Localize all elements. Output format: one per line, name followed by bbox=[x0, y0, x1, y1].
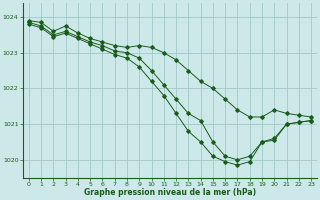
X-axis label: Graphe pression niveau de la mer (hPa): Graphe pression niveau de la mer (hPa) bbox=[84, 188, 256, 197]
